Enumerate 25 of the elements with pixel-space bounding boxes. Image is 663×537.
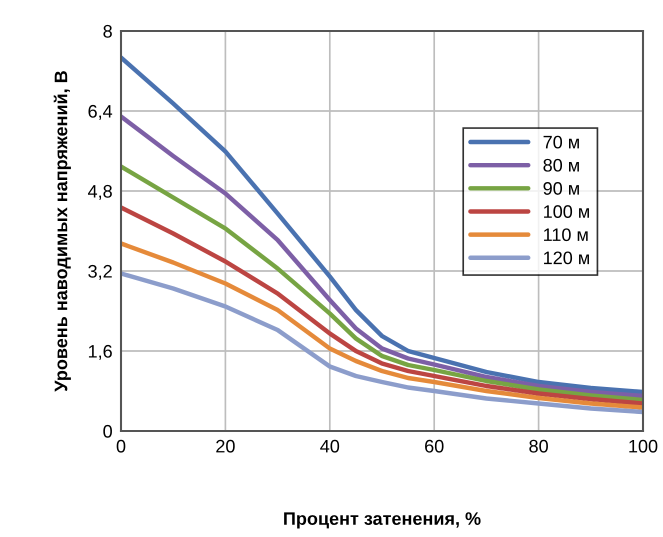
legend-label: 90 м: [544, 182, 579, 195]
legend-label: 100 м: [544, 205, 589, 218]
y-tick-label: 6,4: [88, 104, 112, 120]
line-series: [121, 241, 643, 410]
line-series: [121, 271, 643, 414]
x-tick-label: 40: [320, 440, 340, 453]
line-series: [121, 205, 643, 406]
line-series: [121, 114, 643, 398]
y-tick-label: 1,6: [88, 344, 112, 360]
x-tick-label: 0: [116, 440, 126, 453]
x-tick-label: 60: [425, 440, 444, 453]
y-tick-label: 3,2: [88, 264, 112, 280]
y-tick-label: 4,8: [88, 184, 112, 200]
x-axis-title: Процент затенения, %: [284, 512, 481, 529]
y-axis-title: Уровень наводимых напряжений, В: [54, 71, 71, 392]
legend-label: 120 м: [544, 251, 589, 264]
legend-label: 70 м: [544, 136, 579, 149]
x-tick-label: 100: [629, 440, 658, 453]
y-tick-label: 8: [103, 24, 112, 38]
y-tick-label: 0: [103, 424, 112, 438]
x-tick-label: 20: [216, 440, 235, 453]
legend-label: 80 м: [543, 158, 579, 172]
line-series: [121, 55, 643, 394]
legend-label: 110 м: [544, 228, 588, 242]
x-tick-label: 80: [529, 440, 548, 453]
